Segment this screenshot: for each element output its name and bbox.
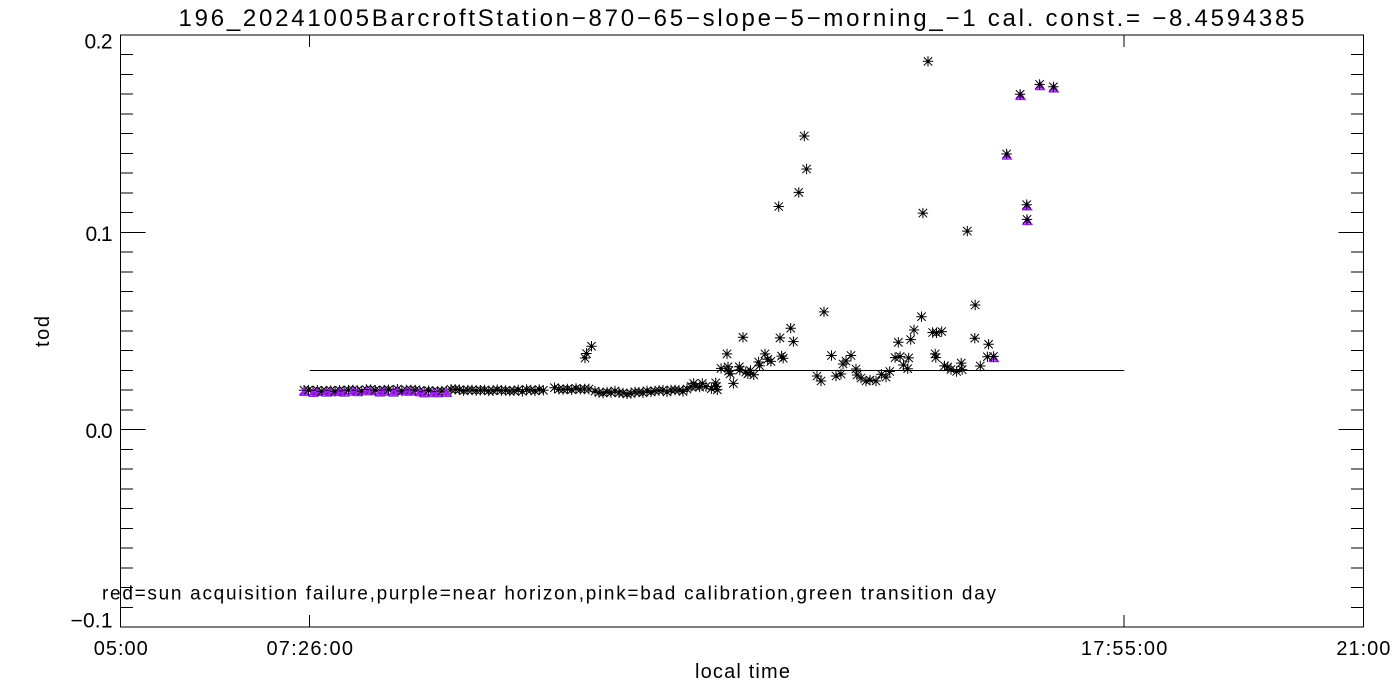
svg-text:red=sun acquisition failure,pu: red=sun acquisition failure,purple=near … — [102, 584, 997, 605]
svg-text:−0.1: −0.1 — [71, 610, 113, 633]
svg-text:05:00: 05:00 — [94, 638, 148, 660]
svg-text:17:55:00: 17:55:00 — [1081, 638, 1168, 660]
svg-text:21:00: 21:00 — [1336, 638, 1390, 660]
svg-text:local time: local time — [695, 661, 790, 683]
svg-text:tod: tod — [32, 316, 54, 347]
svg-text:07:26:00: 07:26:00 — [266, 638, 353, 660]
svg-text:0.2: 0.2 — [85, 31, 113, 54]
svg-text:196_20241005BarcroftStation−87: 196_20241005BarcroftStation−870−65−slope… — [179, 5, 1305, 32]
svg-text:0.0: 0.0 — [86, 420, 113, 443]
svg-text:0.1: 0.1 — [86, 223, 113, 246]
